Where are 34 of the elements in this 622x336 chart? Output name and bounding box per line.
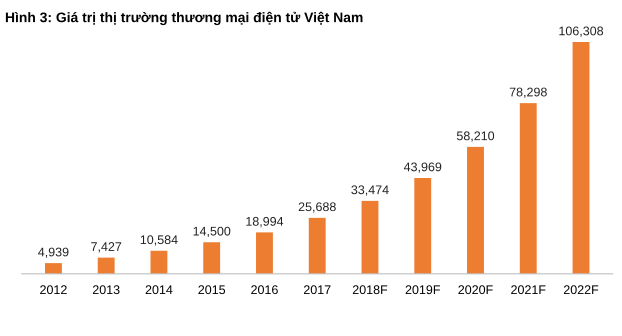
data-label: 78,298 xyxy=(510,88,547,98)
x-tick-label: 2020F xyxy=(458,285,493,294)
x-tick-label: 2022F xyxy=(564,285,598,294)
bar xyxy=(467,146,484,274)
x-tick-label: 2014 xyxy=(146,285,172,294)
data-label: 33,474 xyxy=(351,185,389,196)
bar xyxy=(308,218,326,274)
data-label: 106,308 xyxy=(559,26,604,37)
bar xyxy=(203,242,220,274)
bar xyxy=(572,42,590,274)
x-tick-label: 2016 xyxy=(251,285,278,294)
data-label: 7,427 xyxy=(91,242,122,252)
x-tick-label: 2019F xyxy=(406,285,440,294)
data-label: 25,688 xyxy=(298,202,336,213)
data-label: 14,500 xyxy=(194,226,230,238)
x-tick-label: 2012 xyxy=(40,285,67,294)
x-tick-label: 2017 xyxy=(304,285,330,294)
data-label: 18,994 xyxy=(246,216,284,228)
bar xyxy=(150,250,168,274)
x-tick-label: 2015 xyxy=(198,285,226,294)
bar xyxy=(44,263,62,274)
x-tick-label: 2021F xyxy=(511,285,546,294)
bar xyxy=(520,103,537,274)
x-tick-label: 2013 xyxy=(92,285,120,294)
bar xyxy=(256,232,273,274)
data-label: 4,939 xyxy=(38,248,68,258)
bar xyxy=(362,200,378,274)
x-tick-label: 2018F xyxy=(352,285,388,294)
data-label: 58,210 xyxy=(456,131,494,142)
bar xyxy=(98,258,115,274)
bar xyxy=(414,178,432,274)
chart-title: Hình 3: Giá trị thị trường thương mại điện tử Việt Nam xyxy=(6,12,362,26)
data-label: 43,969 xyxy=(404,162,442,173)
data-label: 10,584 xyxy=(140,235,178,246)
